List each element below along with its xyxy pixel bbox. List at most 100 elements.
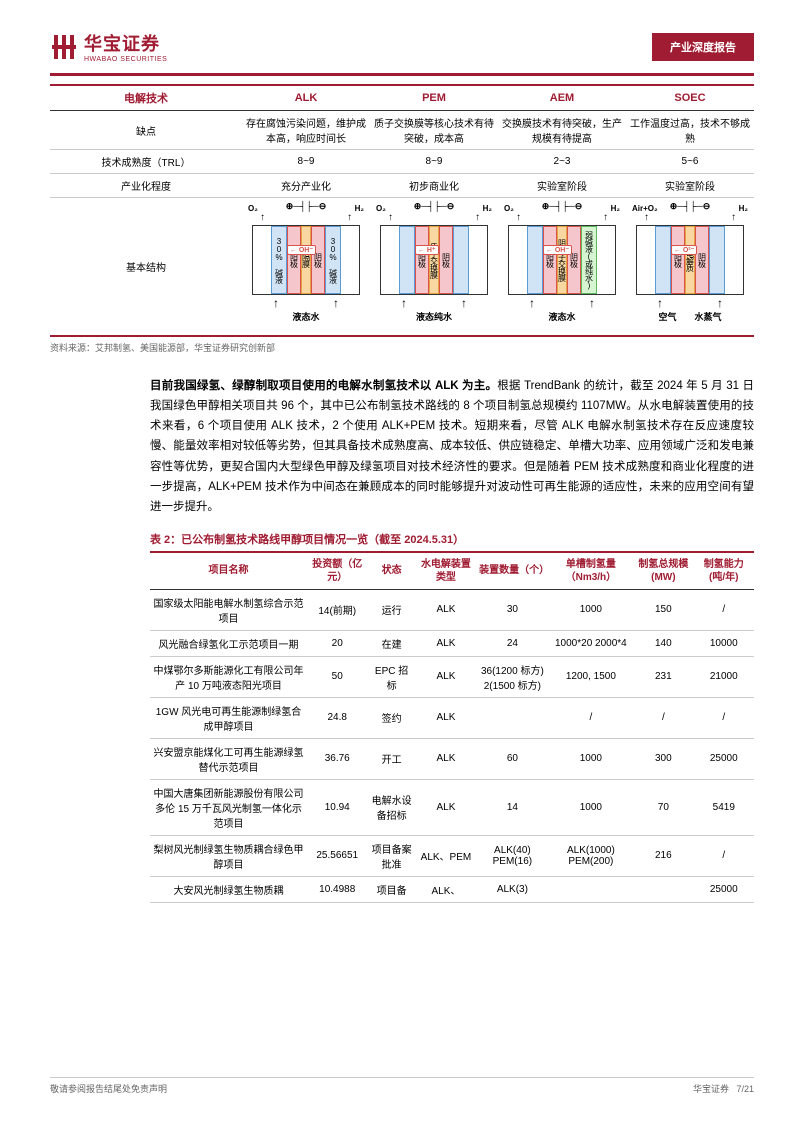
table2-header-cell: 单槽制氢量（Nm3/h） (549, 552, 634, 590)
table2-cell (549, 876, 634, 902)
table2-row: 1GW 风光电可再生能源制绿氢合成甲醇项目24.8签约ALK/// (150, 697, 754, 738)
footer-disclaimer: 敬请参阅报告结尾处免责声明 (50, 1082, 167, 1095)
table2-cell: 50 (307, 656, 367, 697)
table1-row-label: 缺点 (50, 111, 242, 150)
table2-cell: ALK (416, 589, 476, 630)
table2-cell: 兴安盟京能煤化工可再生能源绿氢替代示范项目 (150, 738, 307, 779)
electrolyzer-diagram: Air+O₂⊕─┤├─⊖H₂↑↑阳极电解质阴极← O²⁻↑↑空气 水蒸气 (626, 198, 754, 337)
table2-header-cell: 水电解装置类型 (416, 552, 476, 590)
table2-cell: 20 (307, 630, 367, 656)
table2-row: 国家级太阳能电解水制氢综合示范项目14(前期)运行ALK301000150/ (150, 589, 754, 630)
table2-cell: ALK、PEM (416, 835, 476, 876)
table1-cell: 初步商业化 (370, 174, 498, 198)
table1-row-label: 产业化程度 (50, 174, 242, 198)
table1-cell: 质子交换膜等核心技术有待突破，成本高 (370, 111, 498, 150)
table2-cell: ALK、 (416, 876, 476, 902)
table2-cell: 1200, 1500 (549, 656, 634, 697)
table2-cell: 中煤鄂尔多斯能源化工有限公司年产 10 万吨液态阳光项目 (150, 656, 307, 697)
table1-cell: 8~9 (370, 150, 498, 174)
table2-cell: 25.56651 (307, 835, 367, 876)
table2-cell: ALK (416, 697, 476, 738)
table2-cell: / (694, 835, 754, 876)
table2-cell: 项目备 (367, 876, 415, 902)
table1-row-label: 技术成熟度（TRL） (50, 150, 242, 174)
table2-row: 风光融合绿氢化工示范项目一期20在建ALK241000*20 2000*4140… (150, 630, 754, 656)
footer-right: 华宝证券 7/21 (693, 1082, 754, 1095)
table2-cell: 风光融合绿氢化工示范项目一期 (150, 630, 307, 656)
table2-cell: 60 (476, 738, 548, 779)
table2-cell: 5419 (694, 779, 754, 835)
logo-icon (50, 33, 78, 61)
table2-cell: 25000 (694, 876, 754, 902)
table2-cell (633, 876, 693, 902)
para-bold: 目前我国绿氢、绿醇制取项目使用的电解水制氢技术以 ALK 为主。 (150, 380, 497, 392)
table1-row: 产业化程度充分产业化初步商业化实验室阶段实验室阶段 (50, 174, 754, 198)
table2-cell: 14 (476, 779, 548, 835)
table2-caption: 表 2：已公布制氢技术路线甲醇项目情况一览（截至 2024.5.31） (150, 531, 754, 547)
table2-cell: 36.76 (307, 738, 367, 779)
table2-cell: 140 (633, 630, 693, 656)
table2-cell: 项目备案批准 (367, 835, 415, 876)
table2-cell: / (694, 697, 754, 738)
table1-cell: 充分产业化 (242, 174, 370, 198)
table2-header-cell: 制氢总规模(MW) (633, 552, 693, 590)
table2-cell: 在建 (367, 630, 415, 656)
table1-cell: 实验室阶段 (498, 174, 626, 198)
table2-cell: 开工 (367, 738, 415, 779)
table2-cell: / (549, 697, 634, 738)
table2-row: 兴安盟京能煤化工可再生能源绿氢替代示范项目36.76开工ALK601000300… (150, 738, 754, 779)
table2-cell: 签约 (367, 697, 415, 738)
table2-cell: 30 (476, 589, 548, 630)
table2-row: 中国大唐集团新能源股份有限公司多伦 15 万千瓦风光制氢一体化示范项目10.94… (150, 779, 754, 835)
table2-cell: ALK (416, 656, 476, 697)
table2-cell: 231 (633, 656, 693, 697)
table2-cell: ALK (416, 738, 476, 779)
table1-cell: 实验室阶段 (626, 174, 754, 198)
table1-h4: SOEC (626, 85, 754, 111)
table2-header-cell: 装置数量（个） (476, 552, 548, 590)
table2-header-cell: 项目名称 (150, 552, 307, 590)
table2-cell: 70 (633, 779, 693, 835)
table1-h0: 电解技术 (50, 85, 242, 111)
table2-header-cell: 制氢能力(吨/年) (694, 552, 754, 590)
table2-header-cell: 投资额（亿元） (307, 552, 367, 590)
logo-text-en: HWABAO SECURITIES (84, 56, 167, 63)
table2-cell: 150 (633, 589, 693, 630)
table2-cell: 1000 (549, 589, 634, 630)
table1-h2: PEM (370, 85, 498, 111)
table1-source: 资料来源：艾邦制氢、美国能源部，华宝证券研究创新部 (50, 341, 754, 354)
electrolyzer-diagram: O₂⊕─┤├─⊖H₂↑↑30% 碱液阳极隔膜阴极30% 碱液← OH⁻↑↑液态水 (242, 198, 370, 337)
table1-struct-label: 基本结构 (50, 198, 242, 337)
table2-cell: 1GW 风光电可再生能源制绿氢合成甲醇项目 (150, 697, 307, 738)
report-badge: 产业深度报告 (652, 33, 754, 61)
table1-header-row: 电解技术 ALK PEM AEM SOEC (50, 85, 754, 111)
table2-row: 大安风光制绿氢生物质耦10.4988项目备ALK、ALK(3)25000 (150, 876, 754, 902)
table2-cell: 216 (633, 835, 693, 876)
table2-cell: 运行 (367, 589, 415, 630)
table2-cell: 电解水设备招标 (367, 779, 415, 835)
table2-cell: 14(前期) (307, 589, 367, 630)
table2-cell: 1000*20 2000*4 (549, 630, 634, 656)
table2-cell: 24 (476, 630, 548, 656)
table2-row: 梨树风光制绿氢生物质耦合绿色甲醇项目25.56651项目备案批准ALK、PEMA… (150, 835, 754, 876)
table-projects: 项目名称投资额（亿元）状态水电解装置类型装置数量（个）单槽制氢量（Nm3/h）制… (150, 551, 754, 903)
table1-cell: 2~3 (498, 150, 626, 174)
header-divider (50, 73, 754, 76)
table2-cell: 1000 (549, 779, 634, 835)
para-rest: 根据 TrendBank 的统计，截至 2024 年 5 月 31 日我国绿色甲… (150, 380, 754, 513)
table-electrolysis-tech: 电解技术 ALK PEM AEM SOEC 缺点存在腐蚀污染问题，维护成本高，响… (50, 84, 754, 337)
table2-header-cell: 状态 (367, 552, 415, 590)
table2-cell: ALK (416, 630, 476, 656)
table2-cell: 300 (633, 738, 693, 779)
table1-cell: 5~6 (626, 150, 754, 174)
logo-text-cn: 华宝证券 (84, 30, 167, 56)
table2-cell: / (694, 589, 754, 630)
logo: 华宝证券 HWABAO SECURITIES (50, 30, 167, 63)
table2-cell: ALK(3) (476, 876, 548, 902)
table1-row: 技术成熟度（TRL）8~98~92~35~6 (50, 150, 754, 174)
table2-cell: 21000 (694, 656, 754, 697)
table2-cell: 25000 (694, 738, 754, 779)
table2-cell: 10.4988 (307, 876, 367, 902)
table2-cell: 36(1200 标方) 2(1500 标方) (476, 656, 548, 697)
table2-cell: 10000 (694, 630, 754, 656)
